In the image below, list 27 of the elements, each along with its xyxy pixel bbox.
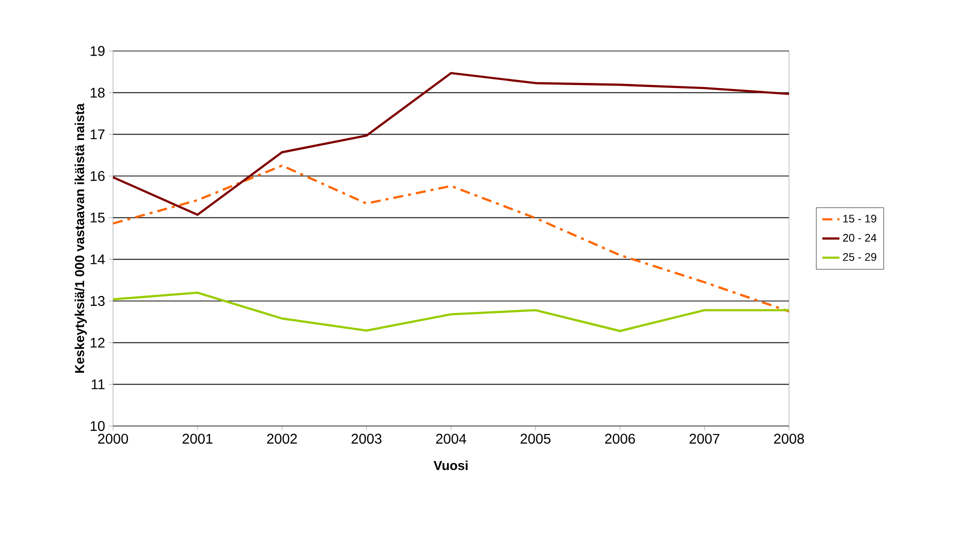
x-tick-label: 2006 xyxy=(605,434,635,444)
legend-label: 20 - 24 xyxy=(843,234,876,242)
y-tick-label: 17 xyxy=(90,130,105,140)
y-tick-label: 18 xyxy=(90,88,105,98)
y-tick-label: 12 xyxy=(90,338,105,348)
x-tick-label: 2008 xyxy=(774,434,804,444)
y-tick-label: 13 xyxy=(90,296,105,306)
y-tick-label: 19 xyxy=(90,46,105,56)
x-tick-label: 2004 xyxy=(436,434,466,444)
x-tick-label: 2007 xyxy=(690,434,720,444)
x-tick-label: 2001 xyxy=(182,434,212,444)
x-axis-title: Vuosi xyxy=(434,460,468,470)
x-tick-label: 2000 xyxy=(98,434,128,444)
y-tick-label: 10 xyxy=(90,421,105,431)
y-tick-label: 16 xyxy=(90,171,105,181)
x-tick-label: 2003 xyxy=(352,434,382,444)
legend-label: 15 - 19 xyxy=(843,214,876,223)
legend-label: 25 - 29 xyxy=(843,253,876,261)
y-tick-label: 15 xyxy=(90,212,105,223)
line-series xyxy=(112,72,790,216)
x-tick-label: 2002 xyxy=(267,434,297,444)
y-tick-label: 14 xyxy=(90,254,105,264)
line-series xyxy=(112,292,790,332)
line-series xyxy=(112,164,790,313)
x-tick-label: 2005 xyxy=(520,434,550,444)
y-axis-title: Keskeytyksiä/1 000 vastaavan ikäistä naista xyxy=(74,103,87,373)
y-tick-label: 11 xyxy=(92,380,105,390)
